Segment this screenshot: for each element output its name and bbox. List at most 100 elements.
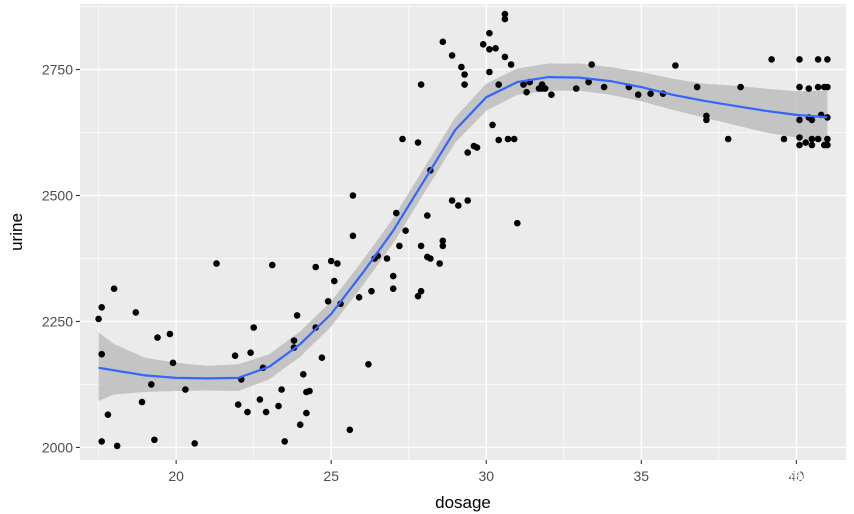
- data-point: [501, 10, 509, 18]
- data-point: [796, 56, 803, 63]
- data-point: [132, 309, 140, 316]
- data-point: [290, 337, 298, 344]
- data-point: [166, 330, 174, 338]
- data-point: [436, 260, 444, 267]
- data-point: [479, 41, 487, 48]
- data-point: [349, 232, 357, 240]
- data-point: [296, 421, 304, 429]
- data-point: [520, 81, 527, 88]
- x-tick-labels: 20 25 30 35 40: [168, 468, 804, 484]
- x-tick-label: 25: [323, 468, 339, 484]
- data-point: [824, 135, 831, 143]
- data-point: [213, 260, 220, 267]
- data-point: [634, 91, 642, 98]
- data-point: [501, 53, 509, 61]
- smooth-line: [98, 75, 828, 380]
- data-point: [448, 52, 456, 59]
- data-point: [110, 285, 118, 293]
- data-point: [439, 242, 447, 250]
- data-point: [95, 315, 102, 323]
- data-point: [269, 261, 276, 269]
- data-point: [808, 141, 816, 149]
- data-point: [600, 83, 608, 91]
- minor-gridlines: [80, 4, 846, 460]
- data-point: [796, 116, 803, 124]
- data-point: [808, 116, 816, 124]
- data-point: [247, 349, 254, 357]
- data-point: [256, 396, 264, 403]
- data-point: [414, 139, 422, 146]
- data-point: [365, 361, 372, 368]
- y-axis-title: urine: [7, 213, 26, 251]
- y-tick-labels: 2000 2250 2500 2750: [42, 62, 73, 456]
- data-point: [234, 401, 242, 408]
- data-point: [389, 272, 397, 280]
- data-point: [814, 135, 822, 143]
- data-point: [824, 56, 831, 63]
- data-point: [802, 139, 809, 146]
- y-tick-label: 2000: [42, 439, 73, 455]
- x-tick-label: 35: [634, 468, 650, 484]
- confidence-band: [98, 63, 828, 401]
- data-point: [588, 61, 595, 68]
- data-point: [796, 141, 803, 149]
- data-point: [672, 62, 679, 69]
- data-point: [824, 141, 831, 149]
- data-point: [514, 219, 521, 227]
- data-point: [331, 277, 338, 285]
- data-point: [278, 386, 285, 393]
- data-point: [312, 263, 320, 271]
- data-point: [324, 298, 332, 305]
- data-point: [399, 135, 406, 143]
- data-point: [402, 227, 409, 234]
- data-point: [191, 440, 198, 447]
- data-point: [703, 112, 710, 120]
- data-point: [396, 242, 403, 250]
- watermark-text: 知乎 @医小咖: [672, 470, 811, 495]
- data-point: [300, 371, 307, 378]
- data-point: [461, 71, 468, 78]
- data-point: [98, 350, 105, 358]
- data-point: [808, 135, 816, 143]
- data-point: [486, 29, 493, 37]
- data-point: [814, 56, 822, 63]
- y-tick-label: 2250: [42, 313, 73, 329]
- data-point: [355, 294, 363, 301]
- data-point: [796, 134, 803, 141]
- data-point: [737, 83, 744, 91]
- data-point: [501, 15, 509, 23]
- data-point: [805, 85, 813, 92]
- data-point: [458, 63, 465, 71]
- data-point: [182, 386, 189, 393]
- data-point: [151, 436, 158, 444]
- data-point: [148, 381, 155, 388]
- data-point: [281, 438, 289, 445]
- data-point: [303, 409, 310, 417]
- data-point: [417, 287, 425, 295]
- data-point: [389, 285, 397, 293]
- data-point: [104, 411, 112, 419]
- data-point: [414, 292, 422, 300]
- data-point: [585, 78, 592, 86]
- data-point: [489, 121, 496, 129]
- data-point: [647, 90, 654, 97]
- data-point: [154, 334, 161, 341]
- data-point: [275, 402, 282, 410]
- data-points: [95, 10, 831, 450]
- data-point: [334, 260, 341, 267]
- data-point: [780, 135, 788, 143]
- data-point: [455, 202, 462, 209]
- data-point: [349, 192, 357, 199]
- data-point: [231, 352, 239, 360]
- data-point: [824, 83, 831, 91]
- data-point: [244, 408, 251, 416]
- data-point: [768, 56, 775, 63]
- data-point: [113, 442, 121, 450]
- x-tick-label: 20: [168, 468, 184, 484]
- data-point: [138, 398, 146, 406]
- data-point: [464, 197, 472, 204]
- data-point: [464, 149, 472, 156]
- data-point: [796, 83, 803, 91]
- data-point: [814, 83, 822, 91]
